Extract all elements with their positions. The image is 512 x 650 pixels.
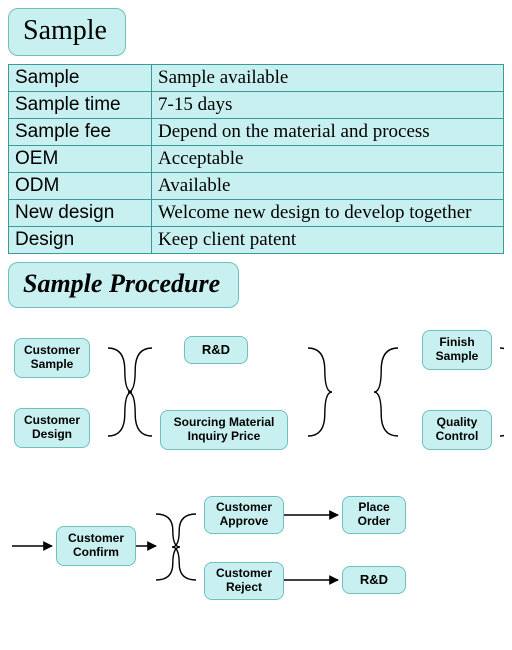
flow-node-place_order: Place Order [342, 496, 406, 534]
table-row-label: Design [9, 227, 152, 254]
table-row-label: OEM [9, 146, 152, 173]
table-row: Sample feeDepend on the material and pro… [9, 119, 504, 146]
flow-node-confirm: Customer Confirm [56, 526, 136, 566]
table-row-value: Welcome new design to develop together [152, 200, 504, 227]
table-row: ODMAvailable [9, 173, 504, 200]
sample-header-text: Sample [23, 15, 107, 46]
flow-node-rd2: R&D [342, 566, 406, 594]
table-row-value: Available [152, 173, 504, 200]
flow-node-sourcing: Sourcing Material Inquiry Price [160, 410, 288, 450]
procedure-header-badge: Sample Procedure [8, 262, 239, 308]
table-row-label: Sample time [9, 92, 152, 119]
flow-node-finish: Finish Sample [422, 330, 492, 370]
flowchart: Customer Sample Customer Design R&D Sourcin… [8, 316, 504, 616]
flow-node-cust_design: Customer Design [14, 408, 90, 448]
table-row-label: New design [9, 200, 152, 227]
table-row: DesignKeep client patent [9, 227, 504, 254]
flow-node-reject: Customer Reject [204, 562, 284, 600]
table-row-value: Depend on the material and process [152, 119, 504, 146]
table-row: OEMAcceptable [9, 146, 504, 173]
flow-node-rd1: R&D [184, 336, 248, 364]
procedure-header-text: Sample Procedure [23, 269, 220, 298]
flow-node-qc: Quality Control [422, 410, 492, 450]
sample-table: SampleSample availableSample time7-15 da… [8, 64, 504, 254]
sample-header-badge: Sample [8, 8, 126, 56]
table-row: SampleSample available [9, 65, 504, 92]
table-row-label: Sample [9, 65, 152, 92]
table-row-value: 7-15 days [152, 92, 504, 119]
flow-node-approve: Customer Approve [204, 496, 284, 534]
table-row: Sample time7-15 days [9, 92, 504, 119]
table-row-label: ODM [9, 173, 152, 200]
table-row-value: Sample available [152, 65, 504, 92]
table-row-label: Sample fee [9, 119, 152, 146]
table-row-value: Acceptable [152, 146, 504, 173]
flow-node-cust_sample: Customer Sample [14, 338, 90, 378]
table-row: New designWelcome new design to develop … [9, 200, 504, 227]
table-row-value: Keep client patent [152, 227, 504, 254]
